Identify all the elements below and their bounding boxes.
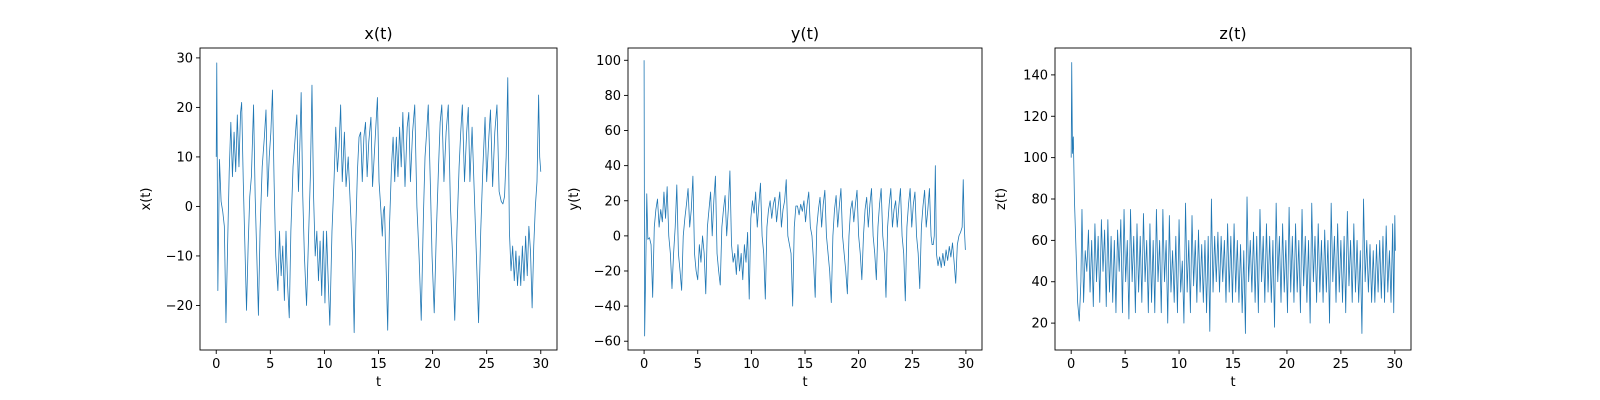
y-tick-label: 80 <box>1031 193 1048 208</box>
x-tick-label: 10 <box>743 357 760 372</box>
y-tick-label: −60 <box>594 335 621 350</box>
x-tick-label: 5 <box>266 357 274 372</box>
y-axis-label: y(t) <box>567 188 582 211</box>
x-tick-label: 30 <box>532 357 549 372</box>
y-tick-label: 60 <box>604 124 621 139</box>
x-tick-label: 10 <box>316 357 333 372</box>
y-tick-label: −10 <box>166 249 193 264</box>
x-tick-label: 25 <box>1333 357 1350 372</box>
y-tick-label: 40 <box>604 159 621 174</box>
y-tick-label: −20 <box>594 264 621 279</box>
y-tick-label: 120 <box>1023 110 1048 125</box>
chart-panel-0: 0 5 10 15 20 25 30 −20 −10 0 10 20 30 x(t) t x(t) <box>139 24 558 390</box>
y-tick-label: 100 <box>596 54 621 69</box>
x-axis-label: t <box>1230 375 1235 390</box>
y-tick-label: 30 <box>176 51 193 66</box>
y-tick-label: 0 <box>613 229 621 244</box>
x-tick-label: 10 <box>1171 357 1188 372</box>
x-tick-label: 20 <box>1279 357 1296 372</box>
chart-panel-1: 0 5 10 15 20 25 30 −60 −40 −20 0 20 40 60 80 100 y(t) t y(… <box>567 24 983 390</box>
y-tick-label: 140 <box>1023 68 1048 83</box>
x-tick-label: 30 <box>958 357 975 372</box>
chart-title: x(t) <box>364 24 392 43</box>
chart-title: z(t) <box>1219 24 1246 43</box>
x-tick-label: 25 <box>478 357 495 372</box>
x-tick-label: 5 <box>694 357 702 372</box>
series-line <box>1070 62 1396 334</box>
x-axis-label: t <box>802 375 807 390</box>
y-tick-label: 40 <box>1031 275 1048 290</box>
x-tick-label: 0 <box>640 357 648 372</box>
y-axis-label: z(t) <box>994 188 1009 210</box>
x-tick-label: 30 <box>1387 357 1404 372</box>
x-axis-label: t <box>376 375 381 390</box>
y-tick-label: −20 <box>166 299 193 314</box>
y-tick-label: 20 <box>604 194 621 209</box>
y-tick-label: 80 <box>604 89 621 104</box>
series-line <box>215 62 542 334</box>
y-tick-label: 20 <box>176 101 193 116</box>
x-tick-label: 20 <box>850 357 867 372</box>
y-axis-label: x(t) <box>139 188 154 211</box>
chart-title: y(t) <box>791 24 819 43</box>
x-tick-label: 0 <box>212 357 220 372</box>
chart-panel-2: 0 5 10 15 20 25 30 20 40 60 80 100 120 140 z(t) t z(t) <box>994 24 1412 390</box>
x-tick-label: 15 <box>370 357 387 372</box>
y-tick-label: 10 <box>176 150 193 165</box>
y-tick-label: 20 <box>1031 317 1048 332</box>
x-tick-label: 0 <box>1067 357 1075 372</box>
x-tick-label: 5 <box>1121 357 1129 372</box>
x-tick-label: 25 <box>904 357 921 372</box>
x-tick-label: 15 <box>1225 357 1242 372</box>
y-tick-label: 100 <box>1023 151 1048 166</box>
y-tick-label: 60 <box>1031 234 1048 249</box>
series-line <box>643 60 966 337</box>
y-tick-label: 0 <box>185 200 193 215</box>
y-tick-label: −40 <box>594 300 621 315</box>
x-tick-label: 20 <box>424 357 441 372</box>
x-tick-label: 15 <box>797 357 814 372</box>
